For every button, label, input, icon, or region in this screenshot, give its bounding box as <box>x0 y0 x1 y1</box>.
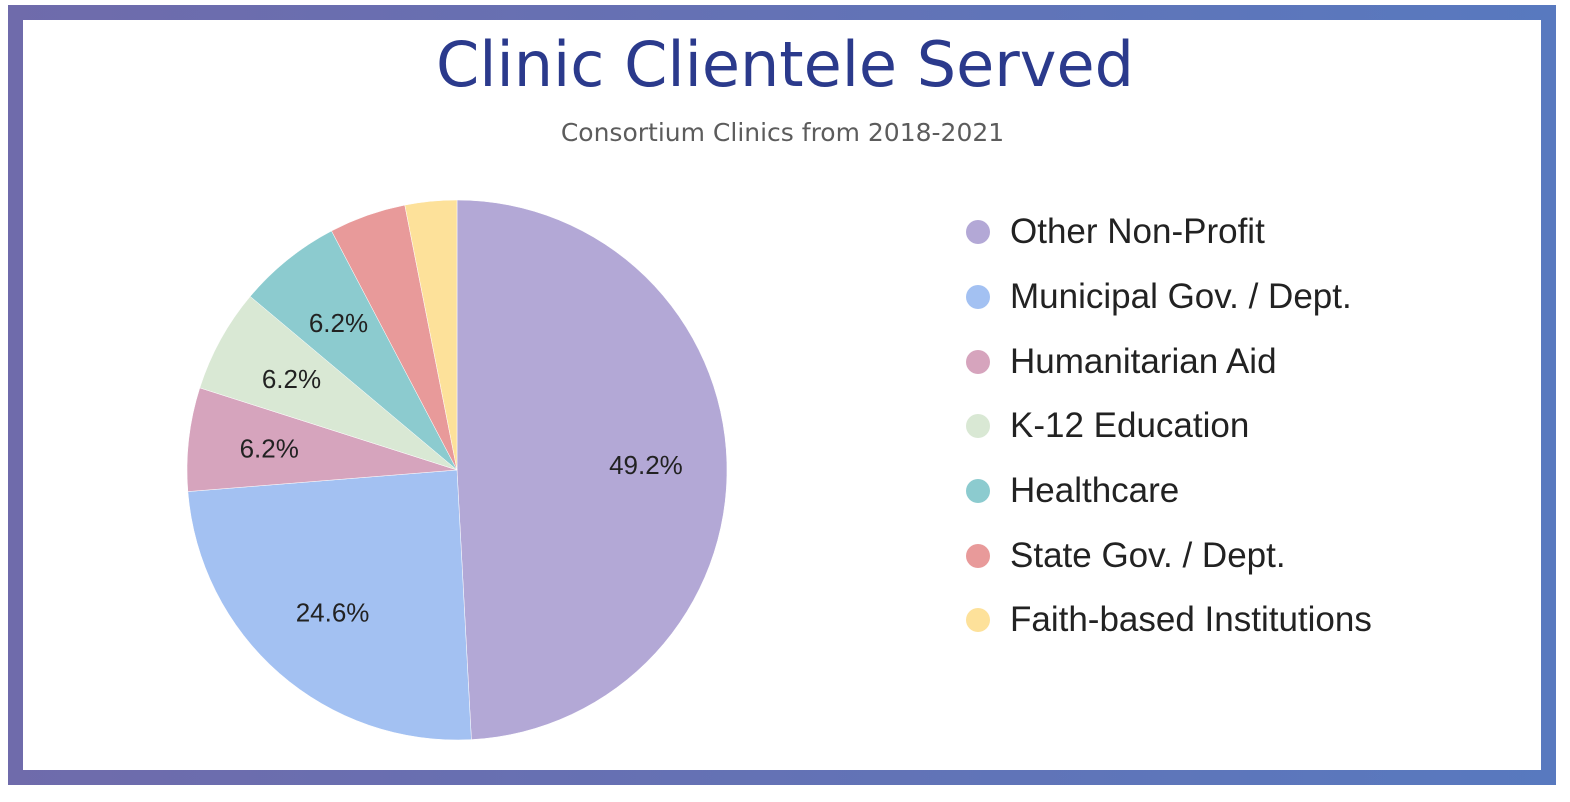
legend-item[interactable]: Faith-based Institutions <box>966 588 1372 653</box>
legend-label: Healthcare <box>1010 471 1180 511</box>
legend-label: State Gov. / Dept. <box>1010 535 1286 575</box>
legend-dot-icon <box>966 543 990 568</box>
slice-label-2: 6.2% <box>240 433 299 463</box>
legend-dot-icon <box>966 285 990 310</box>
legend-dot-icon <box>966 479 990 504</box>
chart-title: Clinic Clientele Served <box>436 28 1134 101</box>
pie-slice-1[interactable] <box>187 469 472 741</box>
legend-item[interactable]: Municipal Gov. / Dept. <box>966 265 1372 330</box>
legend-item[interactable]: Other Non-Profit <box>966 200 1372 265</box>
slice-label-0: 49.2% <box>609 450 683 480</box>
legend-label: Humanitarian Aid <box>1010 341 1277 381</box>
legend-dot-icon <box>966 414 990 439</box>
chart-subtitle: Consortium Clinics from 2018-2021 <box>560 118 1005 147</box>
legend-item[interactable]: Humanitarian Aid <box>966 329 1372 394</box>
legend-item[interactable]: State Gov. / Dept. <box>966 523 1372 588</box>
legend-label: Municipal Gov. / Dept. <box>1010 277 1352 317</box>
legend: Other Non-Profit Municipal Gov. / Dept. Hu… <box>966 200 1372 653</box>
legend-label: Other Non-Profit <box>1010 212 1265 252</box>
legend-item[interactable]: K-12 Education <box>966 394 1372 459</box>
legend-dot-icon <box>966 608 990 633</box>
legend-dot-icon <box>966 349 990 374</box>
slice-label-1: 24.6% <box>296 597 370 627</box>
slice-label-3: 6.2% <box>262 364 321 394</box>
pie-slice-6[interactable] <box>404 199 458 471</box>
legend-label: K-12 Education <box>1010 406 1250 446</box>
slice-label-4: 6.2% <box>309 308 368 338</box>
legend-dot-icon <box>966 220 990 245</box>
pie-slice-0[interactable] <box>456 199 728 740</box>
legend-item[interactable]: Healthcare <box>966 459 1372 524</box>
legend-label: Faith-based Institutions <box>1010 600 1372 640</box>
